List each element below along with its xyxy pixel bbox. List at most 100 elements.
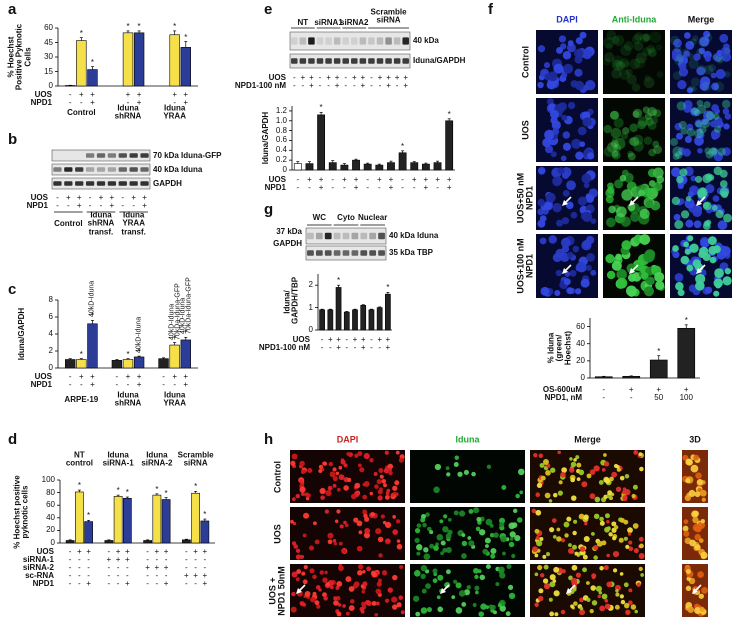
- cell: [688, 53, 695, 60]
- cell: [556, 46, 563, 54]
- significance-star: *: [77, 480, 81, 490]
- cell: [624, 489, 631, 496]
- cell: [488, 604, 494, 610]
- cell: [701, 119, 711, 128]
- cell: [479, 574, 486, 581]
- cell: [704, 147, 712, 155]
- bar: [169, 344, 180, 369]
- cell: [604, 526, 610, 533]
- cell: [700, 551, 708, 559]
- cell: [653, 145, 662, 155]
- cell: [432, 568, 438, 574]
- cell: [623, 602, 630, 609]
- cell: [533, 452, 538, 458]
- bar: [317, 114, 326, 171]
- cell: [535, 535, 540, 541]
- cell: [537, 565, 543, 571]
- cell: [453, 510, 459, 516]
- cell: [314, 539, 320, 545]
- cell: [567, 251, 574, 259]
- cell: [607, 490, 613, 496]
- cell: [312, 521, 317, 526]
- cell: [696, 66, 706, 76]
- condition-mark: -: [296, 182, 300, 192]
- cell: [606, 217, 616, 228]
- bar: [398, 152, 407, 171]
- cell: [613, 137, 626, 150]
- cell: [429, 543, 435, 549]
- bar: [293, 163, 302, 171]
- cell: [416, 544, 423, 551]
- cell: [671, 51, 682, 62]
- cell: [555, 269, 563, 277]
- blot-band: [402, 37, 409, 45]
- cell: [653, 181, 663, 192]
- cell: [605, 254, 615, 264]
- condition-mark: -: [107, 546, 111, 556]
- cell: [700, 81, 711, 92]
- significance-star: *: [203, 509, 207, 519]
- cell: [320, 495, 325, 500]
- blot-band: [342, 250, 350, 256]
- panel-letter: h: [264, 431, 274, 449]
- cell: [545, 552, 551, 557]
- cell: [579, 31, 587, 39]
- bar: [622, 375, 641, 379]
- cell: [694, 175, 703, 183]
- cell: [625, 68, 633, 76]
- arrow-head: [629, 200, 635, 206]
- cell: [538, 453, 544, 459]
- condition-mark: -: [401, 174, 404, 184]
- cell: [357, 451, 363, 457]
- cell: [532, 546, 538, 553]
- cell: [628, 600, 633, 606]
- cell: [383, 483, 387, 488]
- cell: [362, 581, 368, 587]
- condition-mark: +: [131, 192, 136, 202]
- condition-mark: +: [109, 192, 115, 202]
- y-axis-label: Iduna/ GAPDH/TBP: [282, 276, 300, 324]
- condition-mark: -: [68, 371, 72, 381]
- cell: [357, 570, 363, 576]
- cell: [596, 540, 603, 547]
- cell: [694, 533, 701, 541]
- condition-mark: -: [352, 80, 356, 90]
- cell: [350, 493, 357, 500]
- cell: [341, 548, 347, 554]
- condition-mark: -: [436, 182, 439, 192]
- panel-letter: d: [8, 431, 18, 449]
- cell: [598, 480, 604, 485]
- cell: [603, 37, 615, 49]
- condition-mark: -: [146, 578, 149, 588]
- category-label: NT control: [65, 450, 93, 468]
- cell: [305, 496, 310, 501]
- cell: [683, 530, 690, 537]
- condition-mark: -: [318, 80, 322, 90]
- cell: [724, 267, 732, 275]
- category-label: Iduna shRNA: [114, 103, 142, 121]
- condition-mark: -: [115, 371, 119, 381]
- micrograph: [603, 98, 665, 162]
- cell: [700, 76, 711, 87]
- cell: [295, 577, 300, 582]
- cell: [632, 484, 638, 490]
- condition-mark: +: [90, 97, 95, 107]
- condition-mark: +: [377, 72, 383, 82]
- cell: [696, 478, 704, 486]
- cell: [552, 492, 558, 498]
- cell: [638, 452, 643, 457]
- cell: [461, 553, 467, 559]
- cell: [495, 582, 500, 587]
- cell: [614, 604, 620, 610]
- cell: [589, 609, 594, 614]
- blot-band: [75, 181, 84, 186]
- band-label: 70 kDa Iduna-GFP: [153, 150, 222, 160]
- cell: [292, 521, 297, 526]
- cell: [693, 109, 701, 117]
- cell: [569, 457, 573, 461]
- cell: [327, 532, 334, 539]
- cell: [612, 536, 617, 541]
- cell: [583, 514, 589, 520]
- cell: [698, 37, 709, 48]
- cell: [717, 220, 728, 230]
